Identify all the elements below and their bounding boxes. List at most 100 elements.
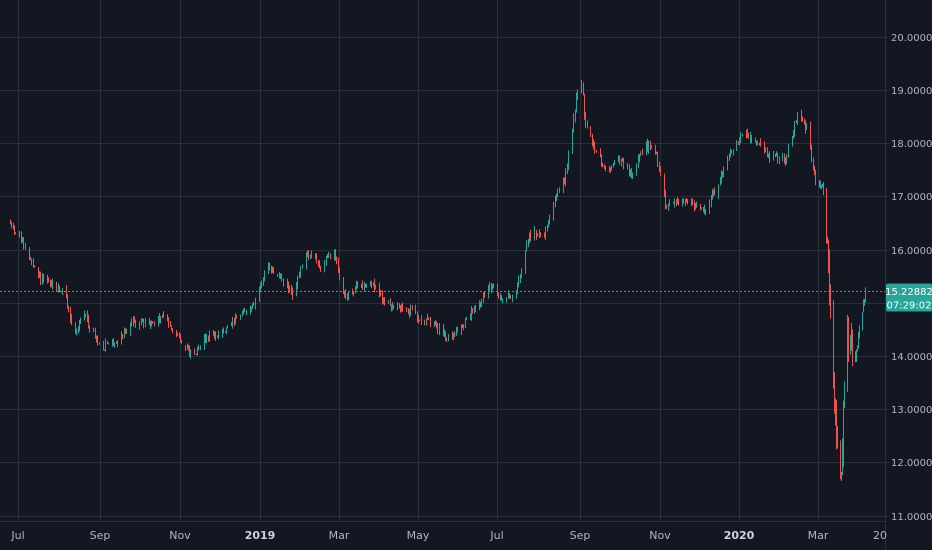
candle-up (85, 313, 86, 318)
candle-body (786, 156, 787, 164)
candle-body (840, 450, 841, 476)
candle-up (555, 195, 556, 208)
candle-body (185, 345, 186, 351)
candle-body (544, 235, 545, 238)
candle-down (802, 116, 803, 122)
candle-up (841, 472, 842, 482)
candle-up (99, 342, 100, 345)
candle-up (263, 276, 264, 286)
candle-body (31, 260, 32, 262)
candle-body (236, 315, 237, 317)
candle-body (160, 318, 161, 323)
candle-body (361, 284, 362, 287)
x-tick-label: Jul (10, 529, 24, 542)
candle-up (575, 109, 576, 123)
candle-body (537, 234, 538, 236)
candle-body (48, 278, 49, 280)
candle-body (647, 142, 648, 150)
candle-body (399, 303, 400, 306)
candle-up (722, 171, 723, 178)
candle-body (415, 308, 416, 314)
candle-up (636, 163, 637, 176)
candle-down (437, 322, 438, 335)
candle-down (308, 250, 309, 261)
candle-up (740, 132, 741, 144)
candle-body (131, 322, 132, 325)
candle-body (76, 329, 77, 332)
candle-up (457, 326, 458, 333)
candle-body (622, 160, 623, 162)
candle-body (709, 203, 710, 212)
candle-down (70, 306, 71, 324)
candle-up (160, 316, 161, 324)
candle-body (435, 322, 436, 324)
candle-down (852, 329, 853, 367)
candle-body (50, 280, 51, 284)
candle-down (330, 253, 331, 260)
candle-body (720, 180, 721, 185)
candle-up (311, 250, 312, 259)
candle-body (116, 342, 117, 344)
candle-body (804, 120, 805, 122)
candle-up (559, 187, 560, 194)
candle-down (68, 305, 69, 313)
candle-down (271, 265, 272, 274)
candle-up (454, 331, 455, 338)
candle-up (383, 297, 384, 305)
candle-down (564, 177, 565, 185)
candle-down (154, 321, 155, 327)
candle-body (665, 193, 666, 208)
candle-up (47, 274, 48, 284)
candle-body (291, 287, 292, 292)
candle-body (528, 243, 529, 245)
candle-down (107, 340, 108, 344)
candle-down (179, 332, 180, 339)
candle-down (623, 158, 624, 170)
candle-body (480, 303, 481, 305)
candle-down (510, 295, 511, 299)
candle-body (739, 140, 740, 144)
candle-up (759, 142, 760, 146)
candle-up (419, 319, 420, 322)
candle-down (371, 280, 372, 289)
candle-down (835, 398, 836, 426)
candle-down (11, 221, 12, 229)
candle-up (58, 283, 59, 293)
candle-up (842, 438, 843, 476)
candle-body (651, 147, 652, 149)
candle-down (484, 292, 485, 298)
candle-body (348, 292, 349, 298)
candle-body (426, 319, 427, 324)
y-tick-label: 13.00000 (891, 405, 932, 416)
candle-body (427, 318, 428, 320)
candle-body (269, 266, 270, 268)
candle-body (419, 319, 420, 321)
candle-down (215, 331, 216, 341)
candle-body (475, 306, 476, 309)
candle-down (56, 281, 57, 292)
candle-body (810, 125, 811, 148)
candle-body (614, 161, 615, 164)
candle-body (489, 283, 490, 291)
candle-up (479, 300, 480, 311)
candle-up (593, 139, 594, 150)
candle-body (408, 308, 409, 314)
candle-up (187, 343, 188, 350)
candle-down (855, 351, 856, 363)
candle-up (463, 324, 464, 331)
candle-body (822, 183, 823, 187)
candle-body (712, 192, 713, 197)
candle-body (43, 276, 44, 282)
candle-body (819, 180, 820, 187)
candle-down (592, 133, 593, 147)
candle-body (373, 284, 374, 286)
candle-down (631, 167, 632, 179)
candle-up (177, 332, 178, 336)
candle-up (439, 323, 440, 336)
y-tick-label: 17.00000 (891, 192, 932, 203)
candle-up (328, 251, 329, 258)
candle-up (130, 322, 131, 337)
candle-body (308, 250, 309, 258)
candle-body (727, 159, 728, 169)
